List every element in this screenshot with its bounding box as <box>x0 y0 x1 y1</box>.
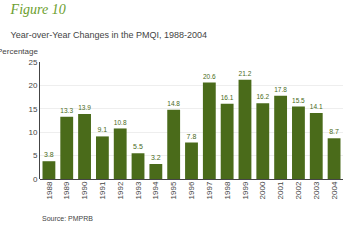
svg-text:1999: 1999 <box>241 181 250 199</box>
svg-text:1988: 1988 <box>45 181 54 199</box>
svg-text:5.5: 5.5 <box>133 143 143 150</box>
svg-text:Figure 10: Figure 10 <box>10 2 66 17</box>
svg-text:14.8: 14.8 <box>167 100 180 107</box>
svg-text:17.8: 17.8 <box>274 86 287 93</box>
svg-text:1994: 1994 <box>151 181 160 199</box>
svg-text:1989: 1989 <box>62 181 71 199</box>
svg-text:5: 5 <box>33 151 38 160</box>
svg-text:1998: 1998 <box>223 181 232 199</box>
svg-text:1990: 1990 <box>80 181 89 199</box>
svg-text:2001: 2001 <box>276 181 285 199</box>
svg-text:Source: PMPRB: Source: PMPRB <box>42 215 93 222</box>
svg-text:13.9: 13.9 <box>78 104 91 111</box>
svg-text:1995: 1995 <box>169 181 178 199</box>
svg-text:21.2: 21.2 <box>239 70 252 77</box>
svg-text:10: 10 <box>28 128 37 137</box>
svg-text:1997: 1997 <box>205 181 214 199</box>
svg-text:2003: 2003 <box>312 181 321 199</box>
svg-text:1992: 1992 <box>116 181 125 199</box>
svg-text:2004: 2004 <box>330 181 339 199</box>
svg-text:2000: 2000 <box>258 181 267 199</box>
svg-text:Percentage: Percentage <box>0 47 38 56</box>
svg-text:1996: 1996 <box>187 181 196 199</box>
svg-text:1991: 1991 <box>98 181 107 199</box>
svg-text:2002: 2002 <box>294 181 303 199</box>
svg-text:7.8: 7.8 <box>187 133 197 140</box>
svg-text:15.5: 15.5 <box>292 97 305 104</box>
svg-text:8.7: 8.7 <box>329 128 339 135</box>
svg-text:10.8: 10.8 <box>114 119 127 126</box>
svg-text:20: 20 <box>28 81 37 90</box>
svg-text:14.1: 14.1 <box>310 103 323 110</box>
svg-text:3.8: 3.8 <box>44 151 54 158</box>
svg-text:16.1: 16.1 <box>221 94 234 101</box>
svg-text:3.2: 3.2 <box>151 154 161 161</box>
svg-text:1993: 1993 <box>134 181 143 199</box>
svg-text:25: 25 <box>28 58 37 67</box>
svg-text:20.6: 20.6 <box>203 73 216 80</box>
svg-text:0: 0 <box>33 175 38 184</box>
svg-text:15: 15 <box>28 105 37 114</box>
svg-text:13.3: 13.3 <box>60 107 73 114</box>
svg-text:Year-over-Year Changes in the: Year-over-Year Changes in the PMQI, 1988… <box>11 30 207 40</box>
svg-text:16.2: 16.2 <box>256 93 269 100</box>
svg-text:9.1: 9.1 <box>97 126 107 133</box>
